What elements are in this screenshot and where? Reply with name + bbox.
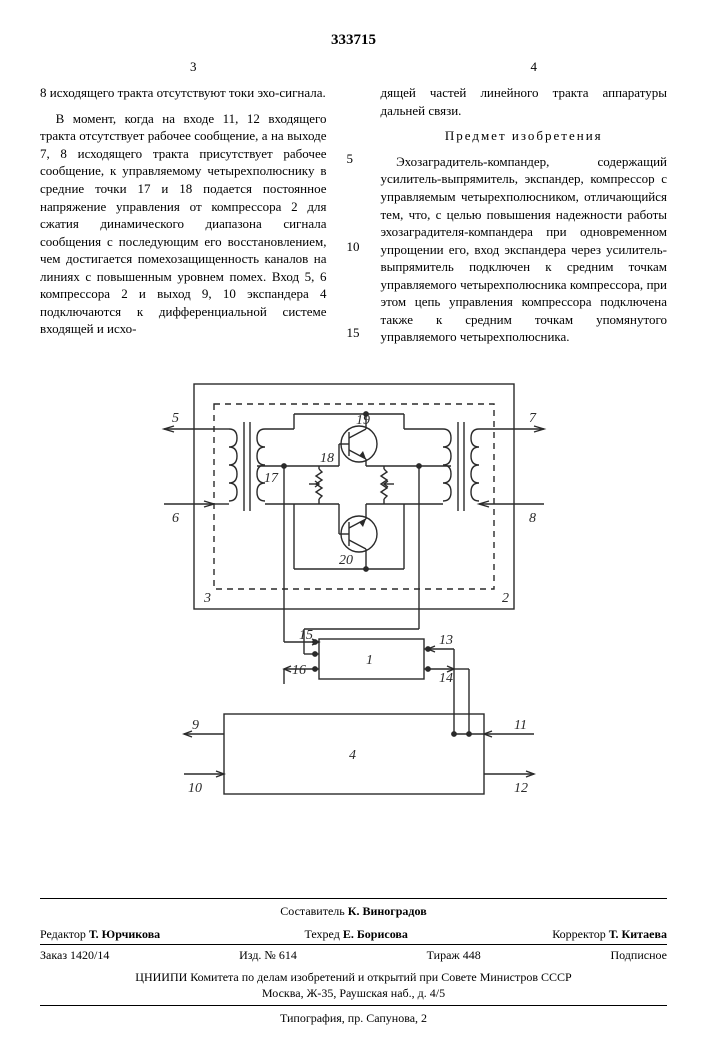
compiled-by-name: К. Виноградов (348, 904, 427, 918)
fig-label-5: 5 (172, 411, 179, 426)
tirazh: Тираж 448 (427, 947, 481, 963)
fig-label-20: 20 (339, 553, 353, 568)
patent-number: 333715 (40, 30, 667, 50)
corrector-cell: Корректор Т. Китаева (552, 926, 667, 942)
footer-compiled-by: Составитель К. Виноградов (40, 899, 667, 923)
fig-label-2: 2 (502, 591, 509, 606)
fig-label-8: 8 (529, 511, 536, 526)
fig-label-18: 18 (320, 451, 334, 466)
right-p1: дящей частей линейного тракта аппаратуры… (381, 84, 668, 119)
footer-org: ЦНИИПИ Комитета по делам изобретений и о… (40, 965, 667, 1005)
fig-label-13: 13 (439, 633, 453, 648)
left-p1: 8 исходящего тракта отсутствуют токи эхо… (40, 84, 327, 102)
line-marker-15: 15 (347, 324, 360, 342)
page-number-left: 3 (190, 58, 197, 76)
line-markers: 5 10 15 (347, 84, 361, 354)
editor-cell: Редактор Т. Юрчикова (40, 926, 160, 942)
fig-label-1: 1 (366, 653, 373, 668)
fig-label-17: 17 (264, 471, 279, 486)
org-line1: ЦНИИПИ Комитета по делам изобретений и о… (40, 969, 667, 985)
fig-label-6: 6 (172, 511, 179, 526)
fig-label-15: 15 (299, 628, 313, 643)
fig-label-9: 9 (192, 718, 199, 733)
footer: Составитель К. Виноградов Редактор Т. Юр… (40, 898, 667, 1030)
tech-editor-cell: Техред Е. Борисова (305, 926, 408, 942)
compiled-by-label: Составитель (280, 904, 344, 918)
text-columns: 8 исходящего тракта отсутствуют токи эхо… (40, 84, 667, 354)
subject-heading: Предмет изобретения (381, 127, 668, 145)
fig-label-7: 7 (529, 411, 537, 426)
left-p2: В момент, когда на входе 11, 12 входящег… (40, 110, 327, 338)
line-marker-10: 10 (347, 238, 360, 256)
page: 333715 3 4 8 исходящего тракта отсутству… (0, 0, 707, 1051)
fig-label-12: 12 (514, 781, 528, 796)
left-column: 8 исходящего тракта отсутствуют токи эхо… (40, 84, 327, 354)
circuit-figure: 5 6 7 8 3 2 17 18 19 20 15 16 13 14 1 4 … (144, 374, 564, 864)
izd: Изд. № 614 (239, 947, 297, 963)
fig-label-11: 11 (514, 718, 527, 733)
page-number-row: 3 4 (40, 58, 667, 74)
footer-credits-row: Редактор Т. Юрчикова Техред Е. Борисова … (40, 924, 667, 944)
fig-label-19: 19 (356, 413, 370, 428)
fig-label-4: 4 (349, 748, 356, 763)
subscription: Подписное (610, 947, 667, 963)
right-p2: Эхозаградитель-компандер, содержащий уси… (381, 153, 668, 346)
footer-typography: Типография, пр. Сапунова, 2 (40, 1006, 667, 1030)
line-marker-5: 5 (347, 150, 354, 168)
fig-label-10: 10 (188, 781, 202, 796)
right-column: дящей частей линейного тракта аппаратуры… (381, 84, 668, 354)
org-line2: Москва, Ж-35, Раушская наб., д. 4/5 (40, 985, 667, 1001)
fig-label-16: 16 (292, 663, 306, 678)
page-number-right: 4 (531, 58, 538, 76)
fig-label-14: 14 (439, 671, 453, 686)
fig-label-3: 3 (203, 591, 211, 606)
figure-container: 5 6 7 8 3 2 17 18 19 20 15 16 13 14 1 4 … (40, 374, 667, 869)
footer-print-row: Заказ 1420/14 Изд. № 614 Тираж 448 Подпи… (40, 945, 667, 965)
order: Заказ 1420/14 (40, 947, 109, 963)
